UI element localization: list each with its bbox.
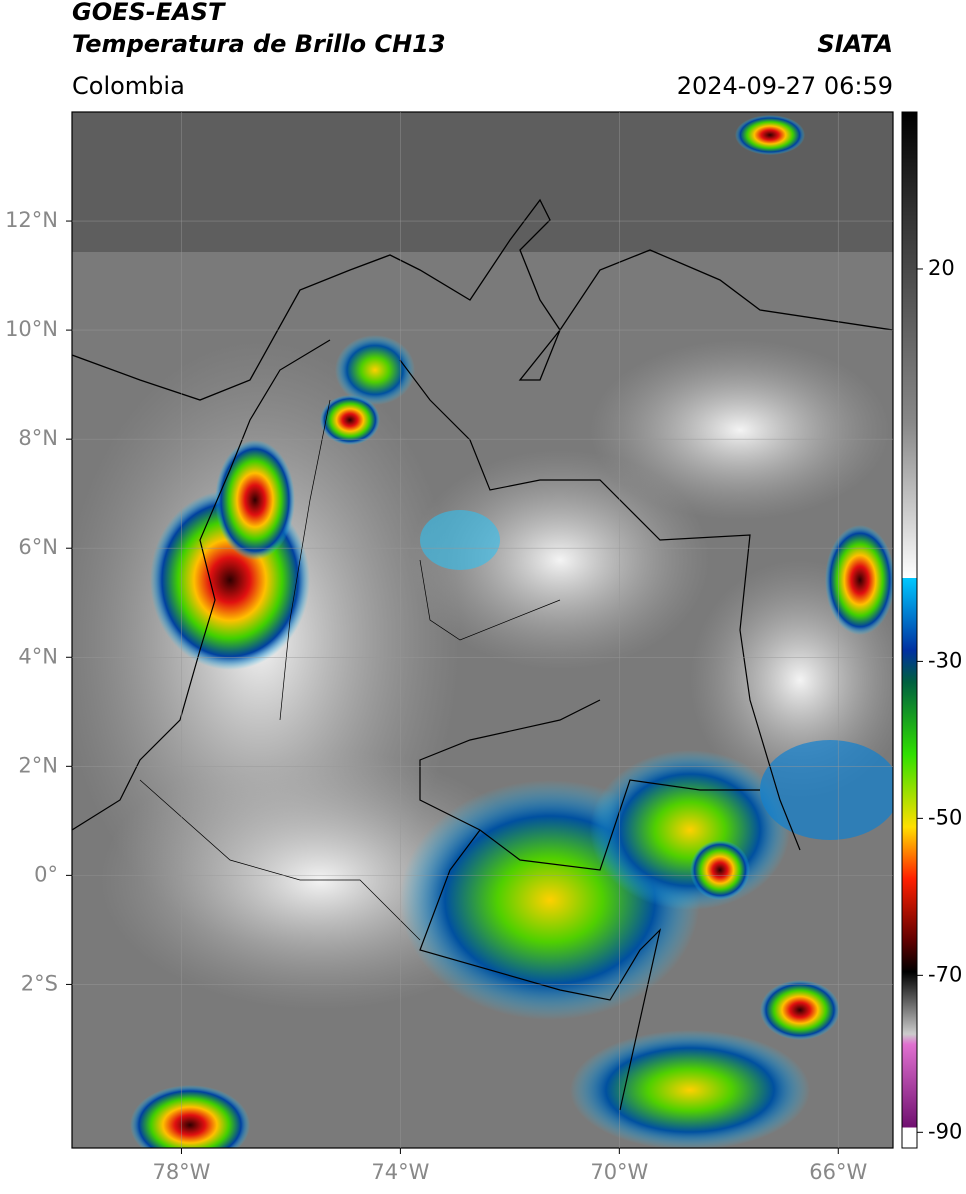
y-tick-label: 6°N bbox=[18, 535, 58, 559]
y-tick-label: 2°S bbox=[21, 971, 58, 995]
y-tick-label: 2°N bbox=[18, 753, 58, 777]
colorbar-tick-label: -70 bbox=[928, 962, 962, 986]
x-tick-label: 78°W bbox=[152, 1160, 210, 1184]
colorbar-tick-label: -90 bbox=[928, 1119, 962, 1143]
y-tick-label: 8°N bbox=[18, 426, 58, 450]
colorbar-tick-label: -50 bbox=[928, 805, 962, 829]
colorbar bbox=[901, 111, 918, 1149]
y-tick-label: 10°N bbox=[5, 317, 58, 341]
product: Temperatura de Brillo CH13 bbox=[72, 30, 446, 58]
map-frame bbox=[71, 111, 894, 1149]
y-tick-label: 4°N bbox=[18, 644, 58, 668]
imagery bbox=[72, 112, 893, 1148]
x-tick-label: 66°W bbox=[809, 1160, 867, 1184]
satellite: GOES-EAST bbox=[72, 0, 226, 26]
datetime: 2024-09-27 06:59 bbox=[677, 72, 893, 100]
colorbar-tick-label: 20 bbox=[928, 256, 955, 280]
colorbar-tick-label: -30 bbox=[928, 648, 962, 672]
x-tick-label: 74°W bbox=[371, 1160, 429, 1184]
region: Colombia bbox=[72, 72, 185, 100]
y-tick-label: 12°N bbox=[5, 208, 58, 232]
source: SIATA bbox=[817, 30, 893, 58]
x-tick-label: 70°W bbox=[590, 1160, 648, 1184]
y-tick-label: 0° bbox=[34, 862, 58, 886]
